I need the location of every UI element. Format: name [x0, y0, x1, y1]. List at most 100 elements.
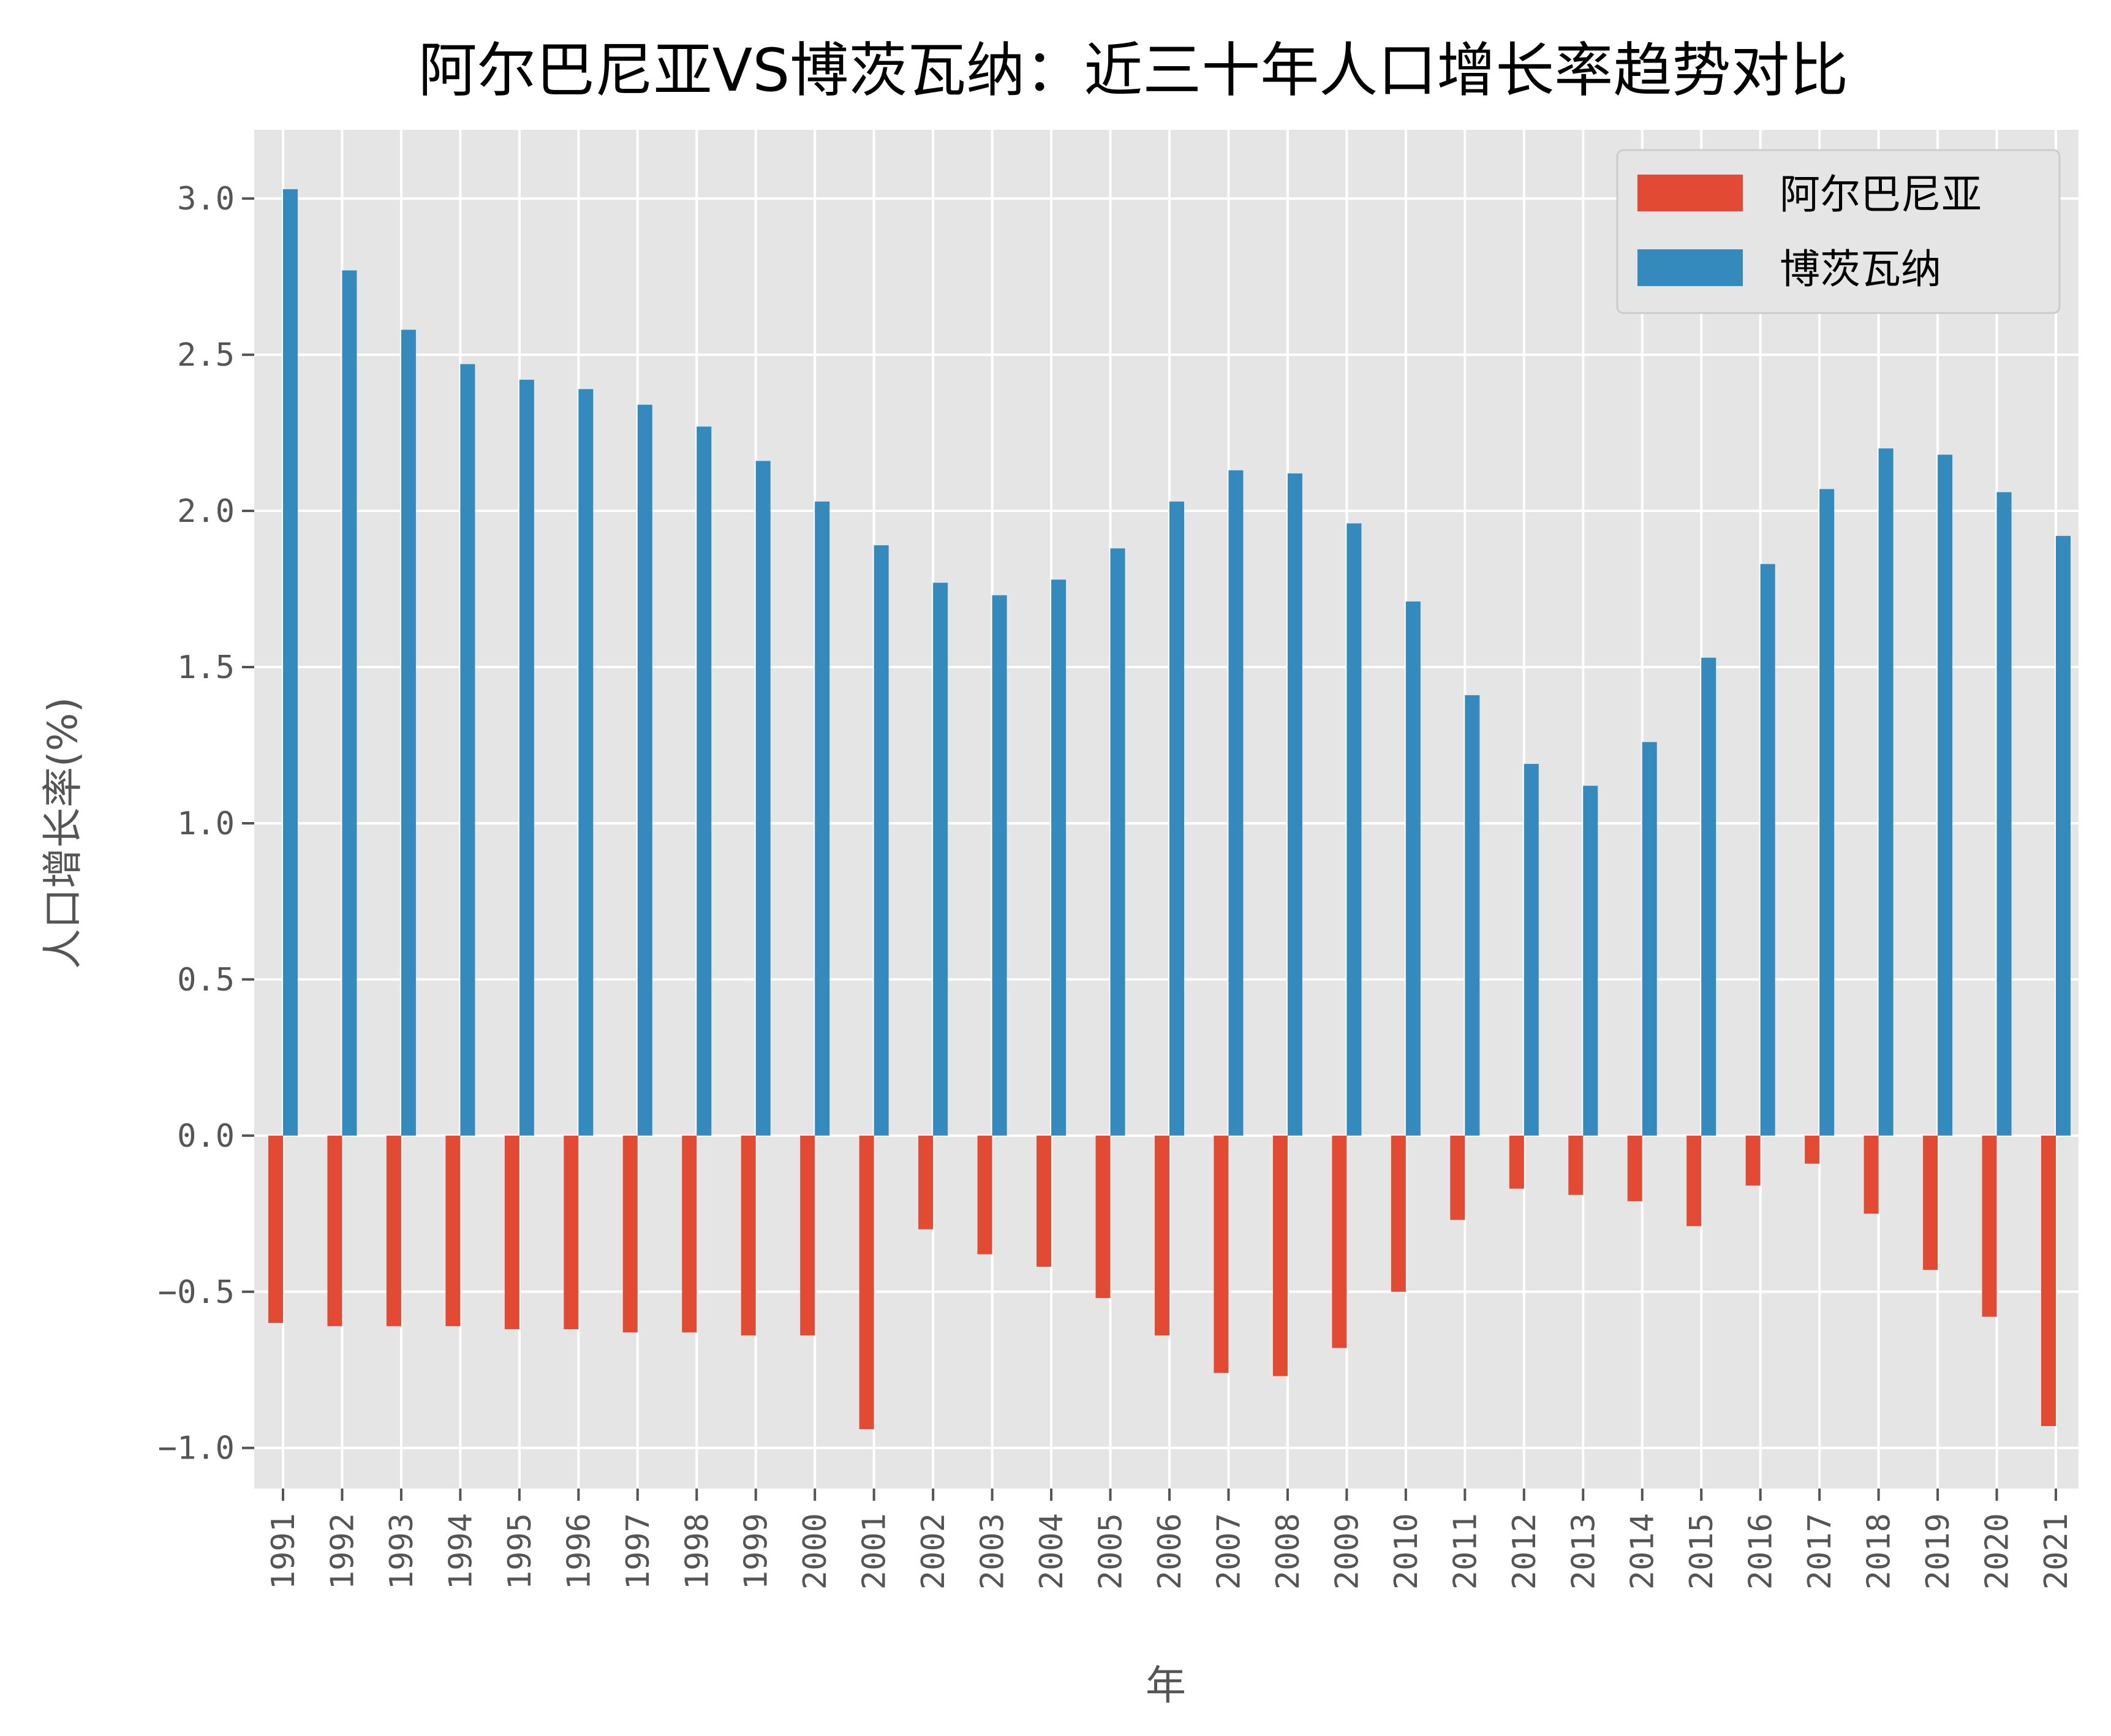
bar-botswana-2016	[1760, 564, 1775, 1136]
bar-albania-2011	[1450, 1135, 1465, 1220]
x-tick-label: 2021	[2038, 1513, 2075, 1590]
x-tick-label: 1993	[383, 1513, 420, 1590]
bar-albania-2017	[1805, 1135, 1820, 1164]
x-tick-label: 1995	[502, 1513, 538, 1590]
bar-botswana-2017	[1819, 489, 1835, 1136]
x-tick-label: 2008	[1270, 1513, 1307, 1590]
x-tick-label: 1996	[561, 1513, 597, 1590]
legend-label-botswana: 博茨瓦纳	[1780, 246, 1941, 293]
x-tick-label: 1999	[738, 1513, 775, 1590]
y-tick-label: −0.5	[158, 1274, 235, 1311]
x-tick-label: 2013	[1565, 1513, 1602, 1590]
y-axis: −1.0 −0.5 0.0 0.5 1.0 1.5 2.0 2.5 3.0	[158, 181, 254, 1467]
x-axis: 1991 1992 1993 1994 1995 1996 1997 1998 1999 2000…	[265, 1489, 2075, 1590]
bar-albania-2002	[918, 1135, 934, 1229]
bar-albania-2004	[1037, 1135, 1052, 1267]
x-tick-label: 2006	[1152, 1513, 1188, 1590]
x-tick-label: 2007	[1210, 1513, 1247, 1590]
y-tick-label: 1.0	[177, 806, 235, 842]
legend-label-albania: 阿尔巴尼亚	[1780, 171, 1982, 218]
x-tick-label: 2020	[1979, 1513, 2016, 1590]
bar-botswana-2015	[1701, 657, 1716, 1136]
x-tick-label: 2002	[915, 1513, 952, 1590]
x-tick-label: 2012	[1506, 1513, 1543, 1590]
bar-albania-2007	[1214, 1135, 1229, 1373]
bar-botswana-2006	[1169, 501, 1184, 1136]
x-tick-label: 2004	[1033, 1513, 1070, 1590]
bar-albania-2003	[977, 1135, 992, 1255]
bar-botswana-2013	[1583, 785, 1598, 1136]
bar-albania-1997	[622, 1135, 638, 1333]
bar-albania-2019	[1923, 1135, 1938, 1270]
y-tick-label: 2.5	[177, 337, 235, 374]
bar-albania-1993	[386, 1135, 401, 1326]
x-tick-label: 1992	[324, 1513, 361, 1590]
bar-botswana-2010	[1405, 601, 1421, 1136]
bar-botswana-1993	[401, 330, 416, 1136]
bar-albania-1999	[741, 1135, 756, 1336]
bar-botswana-2012	[1524, 764, 1539, 1136]
bar-botswana-2020	[1996, 492, 2012, 1136]
x-tick-label: 2019	[1920, 1513, 1957, 1590]
bar-botswana-1994	[460, 364, 475, 1136]
bar-albania-1995	[504, 1135, 519, 1329]
bar-albania-2018	[1864, 1135, 1879, 1214]
bar-albania-1998	[682, 1135, 697, 1333]
bar-botswana-1995	[519, 379, 534, 1136]
x-tick-label: 2010	[1388, 1513, 1425, 1590]
bar-albania-1996	[564, 1135, 579, 1329]
bars	[268, 189, 2071, 1430]
bar-botswana-1991	[283, 189, 298, 1136]
legend-swatch-botswana	[1637, 249, 1743, 286]
bar-botswana-2003	[992, 595, 1007, 1136]
bar-botswana-2009	[1346, 523, 1362, 1136]
bar-albania-2009	[1332, 1135, 1347, 1348]
bar-albania-2020	[1982, 1135, 1997, 1317]
bar-albania-2013	[1568, 1135, 1584, 1195]
y-tick-label: 2.0	[177, 493, 235, 530]
bar-botswana-2005	[1110, 548, 1125, 1136]
bar-albania-2015	[1686, 1135, 1702, 1226]
x-tick-label: 2014	[1625, 1513, 1661, 1590]
bar-albania-1991	[268, 1135, 283, 1323]
bar-albania-2006	[1155, 1135, 1169, 1336]
x-tick-label: 2003	[975, 1513, 1011, 1590]
bar-botswana-1996	[578, 389, 594, 1136]
bar-botswana-2004	[1051, 579, 1067, 1136]
bar-botswana-1999	[755, 461, 771, 1136]
bar-botswana-2018	[1878, 448, 1894, 1136]
bar-botswana-2014	[1642, 742, 1657, 1136]
bar-albania-2008	[1272, 1135, 1288, 1376]
x-tick-label: 2001	[856, 1513, 893, 1590]
bar-botswana-1997	[637, 404, 652, 1136]
bar-botswana-2011	[1465, 695, 1480, 1136]
bar-botswana-2019	[1938, 455, 1953, 1136]
y-tick-label: 3.0	[177, 181, 235, 217]
y-tick-label: 0.0	[177, 1118, 235, 1155]
x-tick-label: 1997	[620, 1513, 657, 1590]
x-tick-label: 2018	[1861, 1513, 1898, 1590]
x-tick-label: 2011	[1447, 1513, 1484, 1590]
bar-albania-2000	[800, 1135, 815, 1336]
x-tick-label: 2005	[1093, 1513, 1130, 1590]
bar-albania-2012	[1509, 1135, 1524, 1189]
legend-swatch-albania	[1637, 175, 1743, 211]
x-tick-label: 1991	[265, 1513, 302, 1590]
bar-botswana-2002	[933, 583, 948, 1136]
bar-albania-2005	[1095, 1135, 1111, 1298]
x-tick-label: 2000	[797, 1513, 834, 1590]
y-axis-label: 人口增长率(%)	[39, 697, 86, 969]
bar-albania-2016	[1745, 1135, 1761, 1186]
legend: 阿尔巴尼亚 博茨瓦纳	[1616, 149, 2061, 314]
y-tick-label: −1.0	[158, 1430, 235, 1467]
bar-albania-2021	[2041, 1135, 2056, 1427]
x-tick-label: 2009	[1329, 1513, 1365, 1590]
bar-botswana-1998	[697, 426, 712, 1136]
bar-botswana-1992	[342, 270, 357, 1136]
bar-albania-2001	[859, 1135, 874, 1430]
bar-albania-2010	[1391, 1135, 1406, 1292]
bar-albania-1994	[445, 1135, 461, 1326]
bar-botswana-2000	[815, 501, 830, 1136]
bar-botswana-2001	[874, 545, 889, 1136]
